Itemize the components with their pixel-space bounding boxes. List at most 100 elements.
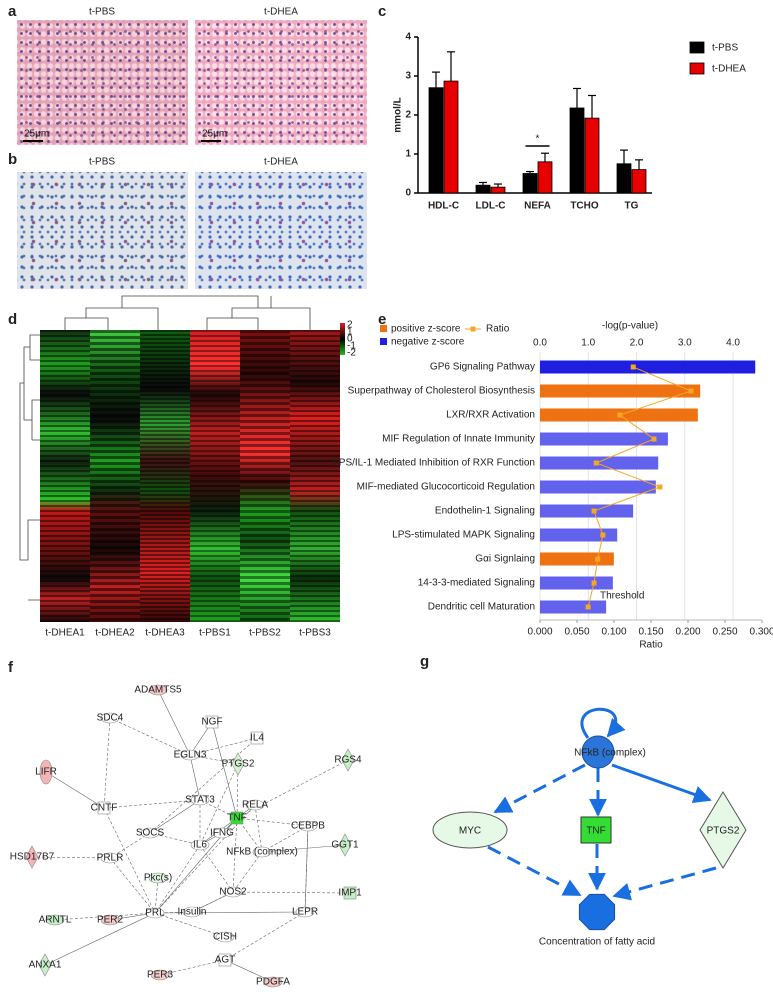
network-label: ARNTL: [39, 915, 72, 926]
legend-label: positive z-score: [391, 324, 461, 335]
micrograph: [17, 20, 188, 145]
network-label: IFNG: [210, 828, 234, 839]
significance-mark: *: [536, 134, 540, 145]
network-label: CISH: [213, 932, 237, 943]
pathway-edge: [612, 866, 717, 901]
network-edge: [232, 890, 351, 894]
bar: [537, 161, 553, 194]
y-tick-label: 14-3-3-mediated Signaling: [418, 578, 535, 589]
ratio-point: [593, 460, 599, 466]
network-label: CEBPB: [291, 821, 325, 832]
y-tick-label: Superpathway of Cholesterol Biosynthesis: [348, 386, 535, 397]
image-label: t-PBS: [89, 7, 115, 18]
ratio-point: [585, 604, 591, 610]
diagram-label: NFkB (complex): [574, 748, 646, 759]
network-node: [100, 712, 120, 724]
heatmap-column: [40, 330, 90, 622]
image-label: t-PBS: [89, 157, 115, 168]
network-label: LEPR: [292, 907, 318, 918]
network-label: PRLR: [97, 853, 124, 864]
column-label: t-PBS1: [199, 628, 231, 639]
network-node: [252, 846, 272, 858]
threshold-label: Threshold: [600, 591, 644, 602]
network-label: ANXA1: [29, 960, 62, 971]
network-edge: [157, 689, 191, 756]
network-edge: [44, 912, 156, 966]
network-node: [231, 752, 245, 776]
ratio-point: [688, 388, 694, 394]
bar: [540, 504, 634, 518]
network-edge: [154, 844, 201, 914]
network-node: [212, 827, 232, 839]
network-edge: [231, 817, 238, 893]
y-tick-label: 1: [405, 149, 411, 160]
network-node: [145, 907, 165, 919]
ratio-point: [591, 508, 597, 514]
x2-tick-label: 0.200: [675, 627, 700, 638]
network-node: [215, 931, 235, 943]
bar: [569, 107, 585, 194]
heatmap-column: [240, 330, 290, 622]
legend-swatch: [689, 62, 705, 75]
panel-label: d: [8, 311, 17, 328]
network-edge: [236, 817, 309, 828]
network-node: [182, 906, 202, 918]
network-edge: [236, 759, 349, 819]
y-tick-label: 3: [405, 71, 411, 82]
network-node: [100, 852, 120, 864]
network-label: PDGFA: [256, 977, 290, 988]
network-edge: [109, 857, 156, 914]
column-label: t-PBS3: [299, 628, 331, 639]
x2-tick-label: 0.300: [749, 627, 773, 638]
bar: [540, 528, 618, 542]
network-node: [190, 839, 210, 851]
network-node: [39, 759, 53, 785]
bar: [522, 173, 538, 194]
network-node: [148, 684, 168, 696]
y-tick-label: LPS/IL-1 Mediated Inhibition of RXR Func…: [333, 458, 535, 469]
network-label: NFkB (complex): [226, 847, 298, 858]
network-label: NOS2: [219, 887, 247, 898]
ratio-point: [591, 580, 597, 586]
network-edge: [45, 771, 105, 809]
network-edge: [149, 737, 258, 834]
y-tick-label: LPS-stimulated MAPK Signaling: [392, 530, 535, 541]
y-tick-label: 0: [405, 188, 411, 199]
network-edge: [303, 825, 309, 913]
bar: [631, 169, 647, 194]
legend-swatch: [380, 325, 387, 332]
x-tick-label: NEFA: [524, 201, 551, 212]
panel-label: c: [378, 3, 386, 20]
image-label: t-DHEA: [264, 157, 298, 168]
x-tick-label: HDL-C: [428, 201, 459, 212]
network-edge: [189, 737, 258, 756]
heatmap-column: [290, 330, 340, 622]
network-node: [338, 833, 352, 857]
colorbar-label: -1: [347, 341, 356, 352]
pathway-edge: [493, 763, 586, 814]
pathway-edge: [611, 763, 712, 804]
legend-label: t-DHEA: [712, 64, 746, 75]
legend-swatch: [470, 326, 476, 332]
network-node: [190, 794, 210, 806]
network-node: [223, 886, 243, 898]
network-node: [263, 976, 283, 988]
ratio-point: [630, 364, 636, 370]
image-label: t-DHEA: [264, 7, 298, 18]
x-tick-label: 2.0: [630, 338, 644, 349]
y-tick-label: Dendritic cell Maturation: [428, 602, 535, 613]
x2-axis-label: Ratio: [639, 640, 663, 651]
ratio-point: [617, 412, 623, 418]
micrograph: [195, 172, 367, 289]
network-edge: [149, 799, 201, 834]
x-tick-label: TG: [625, 201, 639, 212]
network-label: Pkc(s): [144, 873, 172, 884]
network-label: PER3: [147, 970, 174, 981]
ratio-point: [651, 436, 657, 442]
network-node: [180, 749, 200, 761]
x2-tick-label: 0.100: [601, 627, 626, 638]
network-label: STAT3: [185, 795, 215, 806]
bar: [475, 184, 491, 194]
x-tick-label: TCHO: [570, 201, 599, 212]
network-label: RELA: [242, 800, 268, 811]
